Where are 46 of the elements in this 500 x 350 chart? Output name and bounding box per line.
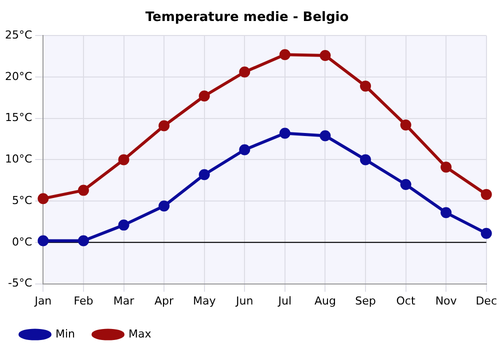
x-tick-label: Nov	[435, 294, 458, 308]
x-tick-label: Dec	[476, 294, 498, 308]
point	[158, 120, 170, 132]
y-tick-label: 0°C	[12, 235, 32, 248]
x-tick-label: May	[192, 294, 216, 308]
point	[360, 154, 371, 166]
point	[118, 220, 130, 231]
y-tick-label: 15°C	[4, 111, 32, 124]
y-tick-label: 20°C	[4, 70, 32, 83]
point	[400, 179, 412, 190]
x-tick-label: Jul	[277, 294, 292, 308]
point	[198, 169, 210, 180]
point	[38, 235, 49, 246]
point	[279, 128, 290, 139]
point	[118, 154, 130, 166]
point	[239, 66, 250, 78]
y-tick-label: 5°C	[12, 194, 32, 207]
point	[78, 184, 89, 196]
x-tick-label: Feb	[74, 294, 94, 308]
x-tick-label: Sep	[355, 294, 376, 308]
y-tick-label: 10°C	[4, 152, 32, 166]
point	[320, 50, 331, 61]
y-tick-label: -5°C	[8, 276, 32, 290]
point	[400, 119, 412, 130]
point	[320, 130, 331, 142]
x-tick-label: Apr	[154, 294, 174, 308]
chart-title: Temperature medie - Belgio	[145, 10, 349, 26]
point	[198, 90, 210, 102]
x-tick-label: Oct	[396, 294, 416, 308]
point	[440, 207, 452, 218]
point	[38, 193, 49, 204]
point	[440, 162, 452, 173]
x-tick-label: Jan	[34, 294, 52, 308]
point	[480, 188, 492, 200]
legend-label: Min	[56, 327, 76, 340]
y-tick-label: 25°C	[4, 28, 32, 42]
x-tick-label: Aug	[314, 294, 336, 308]
point	[480, 228, 492, 239]
legend-label: Max	[128, 327, 152, 340]
point	[239, 144, 250, 156]
x-tick-label: Mar	[113, 294, 135, 308]
x-tick-label: Jun	[235, 294, 254, 308]
point	[360, 80, 371, 92]
point	[78, 235, 89, 246]
point	[158, 200, 170, 212]
point	[279, 49, 290, 60]
